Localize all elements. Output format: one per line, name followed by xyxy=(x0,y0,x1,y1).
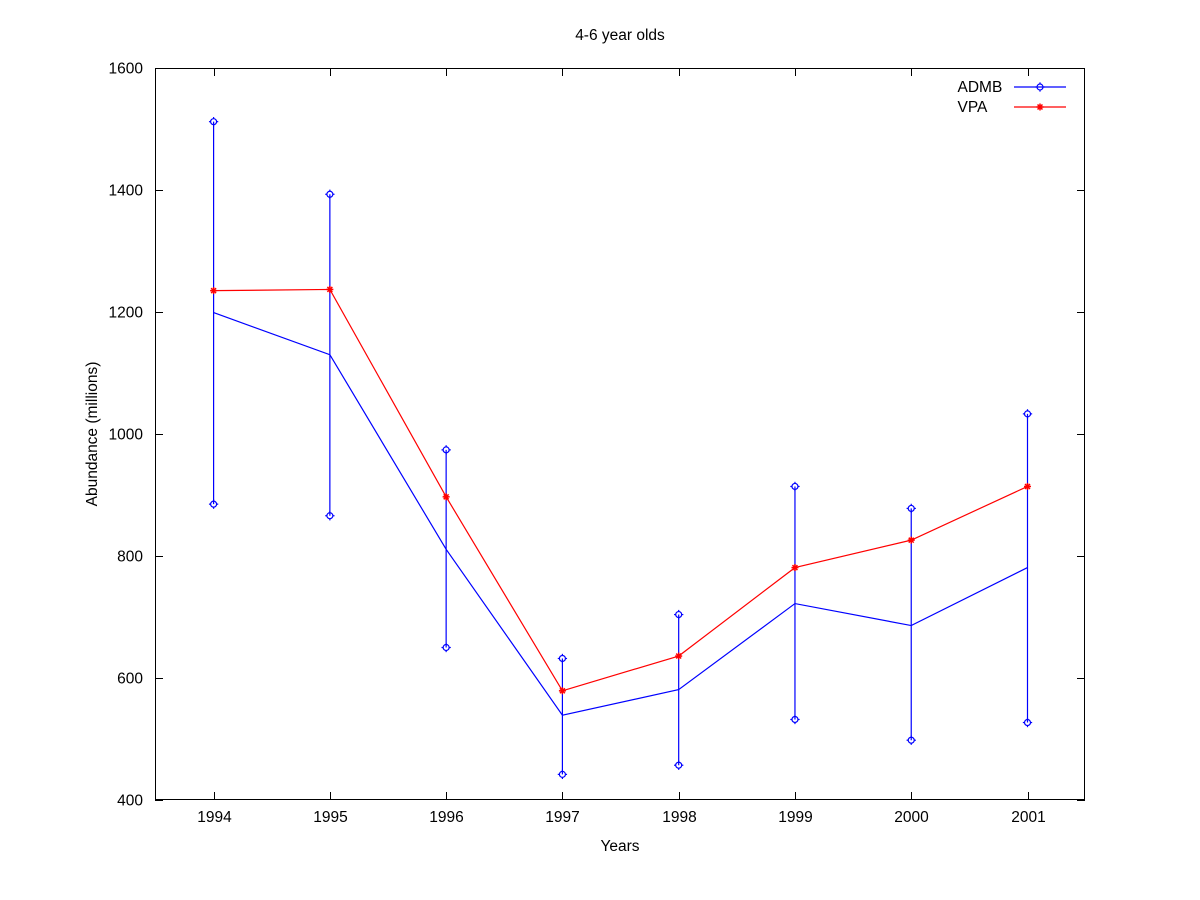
svg-text:Abundance (millions): Abundance (millions) xyxy=(84,362,101,507)
svg-text:800: 800 xyxy=(117,549,143,566)
svg-text:2001: 2001 xyxy=(1011,809,1045,826)
svg-text:400: 400 xyxy=(117,793,143,810)
svg-text:1600: 1600 xyxy=(109,61,144,78)
svg-text:Years: Years xyxy=(600,838,639,855)
svg-text:2000: 2000 xyxy=(894,809,929,826)
svg-text:1995: 1995 xyxy=(313,809,347,826)
svg-text:1997: 1997 xyxy=(545,809,579,826)
svg-text:1994: 1994 xyxy=(197,809,232,826)
svg-text:1200: 1200 xyxy=(109,305,144,322)
svg-text:4-6 year olds: 4-6 year olds xyxy=(575,27,665,44)
svg-text:1998: 1998 xyxy=(662,809,696,826)
svg-text:1000: 1000 xyxy=(109,427,144,444)
svg-text:VPA: VPA xyxy=(958,99,989,116)
svg-text:1996: 1996 xyxy=(429,809,463,826)
svg-text:1999: 1999 xyxy=(778,809,812,826)
svg-text:1400: 1400 xyxy=(109,183,144,200)
svg-text:600: 600 xyxy=(117,671,143,688)
svg-text:ADMB: ADMB xyxy=(958,79,1003,96)
